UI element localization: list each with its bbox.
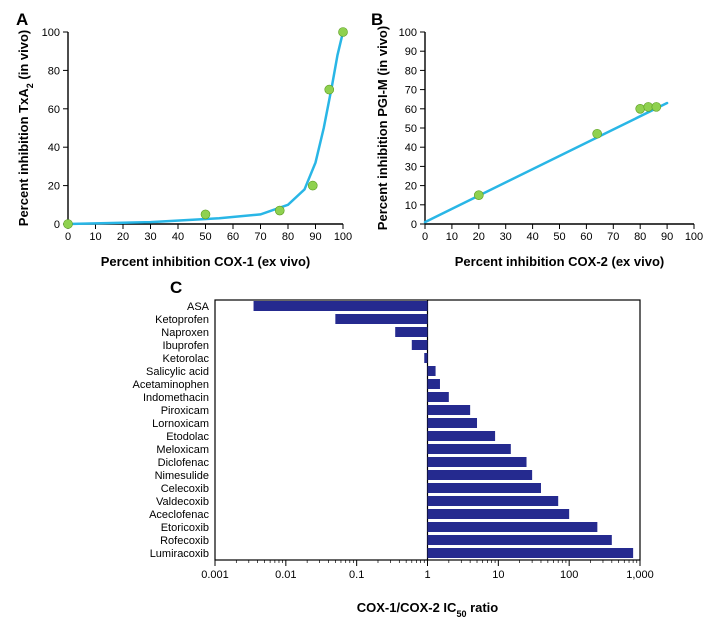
svg-text:20: 20 [473,231,485,243]
svg-text:100: 100 [560,569,578,581]
svg-text:100: 100 [685,231,703,243]
svg-text:80: 80 [282,231,294,243]
svg-text:0: 0 [65,231,71,243]
svg-text:70: 70 [254,231,266,243]
svg-text:30: 30 [405,161,417,173]
svg-text:40: 40 [405,142,417,154]
svg-text:40: 40 [526,231,538,243]
svg-text:Ibuprofen: Ibuprofen [163,340,209,352]
svg-text:Percent inhibition COX-1 (ex v: Percent inhibition COX-1 (ex vivo) [101,254,310,269]
svg-text:60: 60 [405,104,417,116]
svg-text:30: 30 [144,231,156,243]
svg-text:Nimesulide: Nimesulide [155,470,209,482]
svg-text:90: 90 [661,231,673,243]
svg-text:Ketoprofen: Ketoprofen [155,314,209,326]
panel-c: C ASAKetoprofenNaproxenIbuprofenKetorola… [10,278,700,618]
svg-text:COX-1/COX-2 IC50 ratio: COX-1/COX-2 IC50 ratio [357,600,499,618]
svg-text:Piroxicam: Piroxicam [161,405,209,417]
svg-text:Indomethacin: Indomethacin [143,392,209,404]
svg-text:Meloxicam: Meloxicam [156,444,209,456]
svg-text:Aceclofenac: Aceclofenac [149,509,209,521]
svg-text:80: 80 [405,65,417,77]
chart-c: ASAKetoprofenNaproxenIbuprofenKetorolacS… [10,278,700,618]
svg-text:40: 40 [48,142,60,154]
svg-text:80: 80 [48,65,60,77]
svg-text:10: 10 [446,231,458,243]
svg-text:0.1: 0.1 [349,569,364,581]
svg-text:10: 10 [405,200,417,212]
svg-text:50: 50 [553,231,565,243]
svg-text:Valdecoxib: Valdecoxib [156,496,209,508]
svg-text:70: 70 [405,85,417,97]
svg-text:0: 0 [422,231,428,243]
svg-text:90: 90 [405,46,417,58]
svg-text:0: 0 [54,219,60,231]
svg-text:90: 90 [309,231,321,243]
svg-text:60: 60 [227,231,239,243]
svg-text:20: 20 [117,231,129,243]
svg-text:20: 20 [48,181,60,193]
svg-text:Celecoxib: Celecoxib [161,483,209,495]
svg-text:1: 1 [424,569,430,581]
svg-text:100: 100 [42,27,60,39]
svg-text:10: 10 [89,231,101,243]
panel-c-label: C [170,278,182,298]
svg-text:50: 50 [405,123,417,135]
svg-text:Lumiracoxib: Lumiracoxib [150,548,209,560]
svg-text:20: 20 [405,181,417,193]
chart-b: 0 10 20 30 40 50 60 70 80 90 100 0 10 20 30 40 50 60 70 80 9… [369,10,704,272]
panel-a-label: A [16,10,28,30]
svg-text:Salicylic acid: Salicylic acid [146,366,209,378]
svg-text:0: 0 [411,219,417,231]
svg-text:Diclofenac: Diclofenac [158,457,210,469]
panel-a: A 0 10 20 30 40 50 60 70 80 90 100 0 20 40 60 80 100 Perc… [10,10,355,272]
svg-text:40: 40 [172,231,184,243]
svg-text:Naproxen: Naproxen [161,327,209,339]
svg-text:Ketorolac: Ketorolac [163,353,210,365]
top-row: A 0102030405060708090100020406080100Perc… [10,10,700,272]
svg-text:Percent inhibition PGI-M (in v: Percent inhibition PGI-M (in vivo) [375,26,390,230]
svg-text:70: 70 [607,231,619,243]
panel-b-label: B [371,10,383,30]
svg-text:1,000: 1,000 [626,569,654,581]
panel-b: B 0 10 20 30 40 50 60 70 80 90 100 0 10 20 30 40 50 60 70 8… [369,10,704,272]
chart-a: 0 10 20 30 40 50 60 70 80 90 100 0 20 40 60 80 100 Percen… [10,10,355,272]
svg-text:ASA: ASA [187,301,210,313]
svg-text:60: 60 [580,231,592,243]
svg-text:10: 10 [492,569,504,581]
svg-text:Percent inhibition TxA2 (in vi: Percent inhibition TxA2 (in vivo) [16,30,35,226]
svg-text:0.001: 0.001 [201,569,229,581]
svg-text:30: 30 [500,231,512,243]
svg-text:Acetaminophen: Acetaminophen [133,379,209,391]
svg-text:100: 100 [334,231,352,243]
svg-text:Lornoxicam: Lornoxicam [152,418,209,430]
svg-text:0.01: 0.01 [275,569,296,581]
svg-text:Percent inhibition COX-2 (ex v: Percent inhibition COX-2 (ex vivo) [455,254,664,269]
svg-text:50: 50 [199,231,211,243]
svg-text:60: 60 [48,104,60,116]
svg-text:100: 100 [399,27,417,39]
svg-text:80: 80 [634,231,646,243]
svg-text:Etoricoxib: Etoricoxib [161,522,209,534]
svg-text:Rofecoxib: Rofecoxib [160,535,209,547]
svg-text:Etodolac: Etodolac [166,431,209,443]
